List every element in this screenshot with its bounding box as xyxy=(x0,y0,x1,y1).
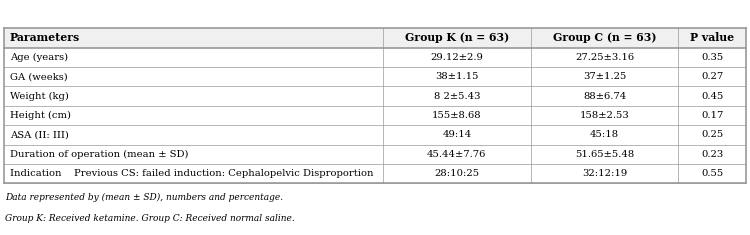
Text: 158±2.53: 158±2.53 xyxy=(580,111,629,120)
Text: 37±1.25: 37±1.25 xyxy=(583,72,626,81)
Text: Group K (n = 63): Group K (n = 63) xyxy=(405,32,509,43)
Text: Parameters: Parameters xyxy=(10,32,80,43)
Text: P value: P value xyxy=(690,32,734,43)
Text: 0.23: 0.23 xyxy=(701,150,724,159)
Text: Group C (n = 63): Group C (n = 63) xyxy=(553,32,656,43)
Text: 0.45: 0.45 xyxy=(701,92,724,101)
Text: 0.27: 0.27 xyxy=(701,72,724,81)
Text: 155±8.68: 155±8.68 xyxy=(432,111,482,120)
Text: 0.35: 0.35 xyxy=(701,53,724,62)
Text: GA (weeks): GA (weeks) xyxy=(10,72,68,81)
Text: Age (years): Age (years) xyxy=(10,53,68,62)
Text: 0.17: 0.17 xyxy=(701,111,724,120)
Text: 8 2±5.43: 8 2±5.43 xyxy=(433,92,480,101)
Text: 38±1.15: 38±1.15 xyxy=(435,72,478,81)
Text: 32:12:19: 32:12:19 xyxy=(582,169,627,178)
Text: Duration of operation (mean ± SD): Duration of operation (mean ± SD) xyxy=(10,150,188,159)
Bar xyxy=(4,28,746,183)
Text: 45:18: 45:18 xyxy=(590,130,619,139)
Text: 29.12±2.9: 29.12±2.9 xyxy=(430,53,483,62)
Text: 0.25: 0.25 xyxy=(701,130,724,139)
Text: Indication    Previous CS: failed induction: Cephalopelvic Disproportion: Indication Previous CS: failed induction… xyxy=(10,169,374,178)
Text: 28:10:25: 28:10:25 xyxy=(434,169,479,178)
Text: Group K: Received ketamine. Group C: Received normal saline.: Group K: Received ketamine. Group C: Rec… xyxy=(5,214,295,223)
Text: 27.25±3.16: 27.25±3.16 xyxy=(575,53,634,62)
Text: 88±6.74: 88±6.74 xyxy=(583,92,626,101)
Text: Data represented by (mean ± SD), numbers and percentage.: Data represented by (mean ± SD), numbers… xyxy=(5,193,284,202)
Text: 0.55: 0.55 xyxy=(701,169,724,178)
Text: Height (cm): Height (cm) xyxy=(10,111,70,120)
Text: Weight (kg): Weight (kg) xyxy=(10,91,69,101)
Text: 49:14: 49:14 xyxy=(442,130,472,139)
Text: 51.65±5.48: 51.65±5.48 xyxy=(575,150,634,159)
Text: ASA (II: III): ASA (II: III) xyxy=(10,130,69,139)
Text: 45.44±7.76: 45.44±7.76 xyxy=(427,150,487,159)
Bar xyxy=(4,28,746,47)
